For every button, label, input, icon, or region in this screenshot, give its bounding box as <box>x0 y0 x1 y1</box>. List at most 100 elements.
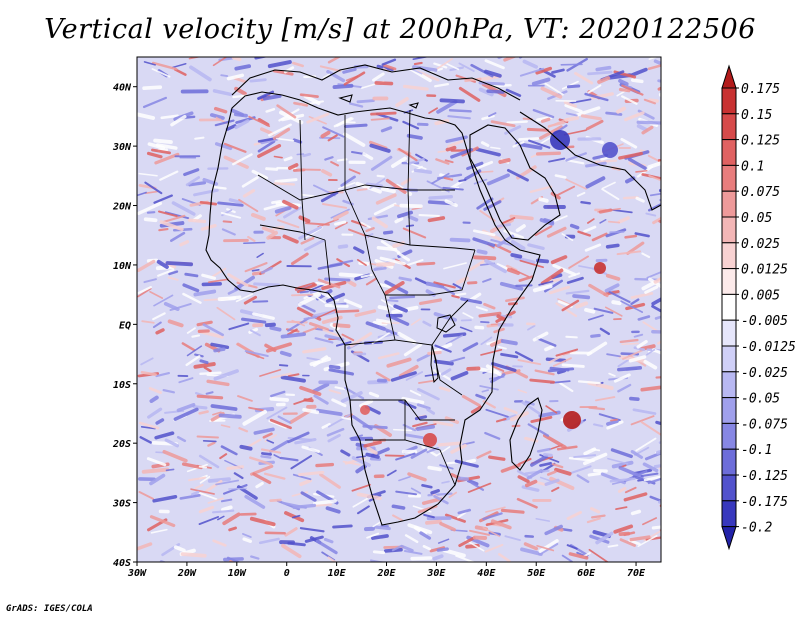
field-streak <box>440 368 452 376</box>
field-streak <box>531 77 551 86</box>
colorbar-swatch <box>721 64 737 89</box>
field-streak <box>387 299 399 303</box>
field-streak <box>259 368 282 377</box>
field-streak <box>186 345 203 357</box>
field-streak <box>646 349 656 356</box>
field-streak <box>642 462 659 473</box>
field-streak <box>249 516 276 527</box>
field-streak <box>540 117 551 123</box>
field-streak <box>518 137 540 141</box>
field-streak <box>640 472 659 478</box>
field-streak <box>292 514 301 519</box>
field-streak <box>395 452 416 461</box>
field-streak <box>491 362 517 372</box>
field-streak <box>351 456 371 467</box>
field-streak <box>330 160 339 167</box>
field-streak <box>515 224 526 233</box>
field-streak <box>211 509 235 514</box>
field-streak <box>321 422 331 429</box>
field-streak <box>659 188 661 193</box>
field-streak <box>196 394 224 400</box>
field-streak <box>568 255 589 269</box>
field-streak <box>155 371 171 378</box>
field-streak <box>167 319 184 328</box>
field-streak <box>506 268 521 275</box>
field-streak <box>188 181 207 187</box>
field-streak <box>630 415 655 426</box>
field-streak <box>313 503 333 507</box>
field-streak <box>340 391 363 403</box>
colorbar-swatch <box>721 345 737 373</box>
field-streak <box>506 168 529 182</box>
field-streak <box>595 396 616 402</box>
field-streak <box>404 433 424 440</box>
field-streak <box>252 300 269 303</box>
field-streak <box>652 216 661 225</box>
field-streak <box>183 168 200 177</box>
field-streak <box>232 153 253 166</box>
field-streak <box>509 411 529 422</box>
field-streak <box>385 178 407 194</box>
field-streak <box>137 286 152 295</box>
field-streak <box>168 270 179 276</box>
field-streak <box>509 214 534 221</box>
field-streak <box>539 461 552 467</box>
field-streak <box>433 359 454 366</box>
field-streak <box>198 492 218 501</box>
field-streak <box>565 335 578 339</box>
colorbar-label: -0.0125 <box>741 340 796 355</box>
colorbar-label: 0.005 <box>741 288 780 303</box>
field-streak <box>369 457 382 461</box>
field-streak <box>264 343 277 352</box>
field-streak <box>462 342 479 352</box>
field-streak <box>179 240 190 247</box>
field-streak <box>647 161 661 169</box>
field-streak <box>564 116 580 122</box>
field-streak <box>617 358 631 368</box>
field-streak <box>313 184 336 197</box>
field-streak <box>576 474 590 484</box>
field-streak <box>434 344 452 353</box>
field-streak <box>641 252 651 259</box>
field-streak <box>272 127 291 140</box>
field-streak <box>588 283 609 298</box>
field-streak <box>142 85 163 91</box>
field-streak <box>625 302 646 311</box>
colorbar-label: -0.125 <box>741 469 788 484</box>
field-streak <box>402 423 417 432</box>
field-streak <box>590 507 601 514</box>
field-streak <box>371 216 388 229</box>
field-streak <box>556 445 578 451</box>
field-streak <box>198 516 220 526</box>
field-streak <box>643 359 658 370</box>
field-streak <box>641 125 654 135</box>
field-streak <box>159 220 184 232</box>
field-streak <box>617 216 630 224</box>
field-streak <box>402 227 427 239</box>
field-streak <box>566 544 578 550</box>
field-streak <box>362 424 388 430</box>
field-streak <box>488 112 497 118</box>
field-streak <box>322 73 331 79</box>
field-cell <box>360 405 370 415</box>
field-streak <box>563 101 577 108</box>
field-streak <box>530 454 549 467</box>
field-streak <box>176 436 187 443</box>
field-streak <box>538 539 559 553</box>
field-streak <box>414 277 427 284</box>
field-streak <box>396 251 411 262</box>
field-streak <box>490 146 501 150</box>
field-streak <box>392 514 404 522</box>
field-streak <box>141 467 170 474</box>
vertical-velocity-field <box>137 57 661 562</box>
colorbar-swatch <box>721 113 737 141</box>
field-streak <box>216 306 236 321</box>
field-streak <box>352 496 371 508</box>
field-streak <box>287 317 310 332</box>
field-streak <box>170 114 187 127</box>
lat-tick-label: 20N <box>112 202 132 213</box>
field-streak <box>173 545 186 553</box>
field-streak <box>621 84 644 96</box>
field-streak <box>155 328 165 335</box>
field-streak <box>421 484 433 489</box>
